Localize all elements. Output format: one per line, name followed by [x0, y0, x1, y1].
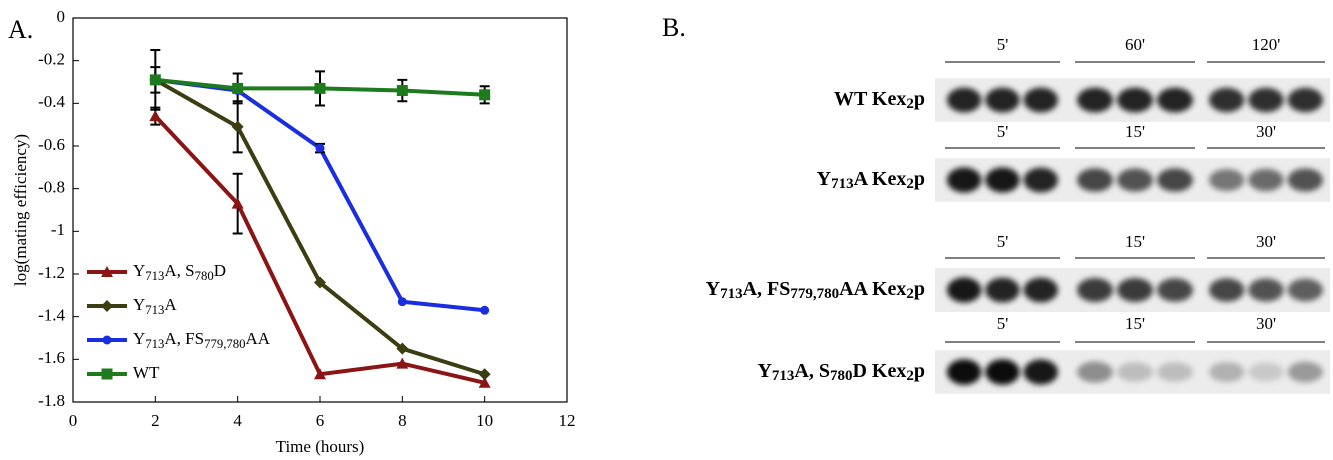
x-axis-label: Time (hours)	[276, 437, 365, 456]
marker	[316, 144, 325, 153]
y-tick-label: -1.8	[38, 391, 65, 410]
figure: A. B. Time (hours) log(mating efficiency…	[0, 0, 1333, 460]
marker	[102, 369, 113, 380]
band	[1024, 359, 1059, 384]
band	[947, 359, 982, 385]
band	[1248, 88, 1283, 112]
y-tick-label: -1.6	[38, 348, 65, 367]
time-label: 5'	[997, 314, 1009, 333]
row-label: Y713A, FS779,780AA Kex2p	[706, 278, 925, 303]
marker	[150, 74, 161, 85]
legend-label: Y713A	[133, 295, 177, 317]
time-label: 15'	[1125, 314, 1145, 333]
marker	[479, 368, 491, 380]
time-label: 30'	[1256, 122, 1276, 141]
time-label: 15'	[1125, 122, 1145, 141]
band	[985, 167, 1020, 192]
band	[1024, 278, 1059, 303]
marker	[397, 85, 408, 96]
band	[1077, 278, 1113, 302]
band	[1288, 88, 1323, 112]
time-label: 120'	[1252, 35, 1281, 54]
band	[985, 278, 1020, 303]
marker	[103, 336, 112, 345]
time-label: 5'	[997, 232, 1009, 251]
marker	[479, 89, 490, 100]
band	[1157, 278, 1193, 302]
band	[1117, 362, 1153, 382]
band	[1209, 278, 1244, 302]
band	[947, 167, 982, 192]
y-tick-label: -0.2	[38, 50, 65, 69]
legend-label: Y713A, S780D	[133, 261, 226, 283]
x-tick-label: 6	[316, 411, 325, 430]
band	[1024, 88, 1059, 113]
band	[1209, 169, 1244, 191]
series-line	[155, 80, 484, 374]
y-axis-label: log(mating efficiency)	[11, 134, 30, 286]
band	[1248, 362, 1283, 381]
band	[947, 88, 982, 113]
legend-label: WT	[133, 363, 160, 382]
time-label: 30'	[1256, 232, 1276, 251]
marker	[315, 83, 326, 94]
legend-label: Y713A, FS779,780AA	[133, 329, 271, 351]
time-label: 60'	[1125, 35, 1145, 54]
time-label: 30'	[1256, 314, 1276, 333]
bands	[947, 167, 1323, 192]
band	[985, 359, 1020, 385]
row-label: WT Kex2p	[834, 88, 925, 113]
panel-label: A.	[8, 15, 33, 44]
marker	[149, 110, 161, 121]
marker	[232, 83, 243, 94]
band	[1157, 168, 1193, 192]
band	[1157, 362, 1193, 382]
x-tick-label: 2	[151, 411, 160, 430]
band	[1117, 278, 1153, 302]
band	[1077, 168, 1113, 192]
x-tick-label: 0	[69, 411, 78, 430]
y-tick-label: -0.8	[38, 178, 65, 197]
panel-label: B.	[662, 13, 686, 42]
x-tick-label: 8	[398, 411, 407, 430]
band	[1248, 278, 1283, 301]
bands	[947, 277, 1323, 302]
band	[1288, 279, 1323, 302]
marker	[101, 300, 113, 312]
row-label: Y713A, S780D Kex2p	[757, 360, 925, 385]
band	[1288, 362, 1323, 383]
x-tick-label: 4	[233, 411, 242, 430]
marker	[480, 306, 489, 315]
band	[947, 277, 982, 302]
y-tick-label: -1.4	[38, 306, 65, 325]
y-tick-label: -1	[51, 220, 65, 239]
band	[1157, 88, 1193, 113]
bands	[947, 359, 1323, 385]
bands	[947, 88, 1323, 113]
band	[1077, 361, 1113, 382]
band	[1117, 168, 1153, 191]
band	[1209, 88, 1244, 112]
marker	[398, 297, 407, 306]
y-tick-label: -1.2	[38, 263, 65, 282]
time-label: 15'	[1125, 232, 1145, 251]
band	[1248, 169, 1283, 191]
band	[1117, 88, 1153, 113]
band	[1024, 168, 1059, 193]
time-label: 5'	[997, 122, 1009, 141]
band	[1288, 168, 1323, 191]
band	[985, 88, 1020, 113]
y-tick-label: -0.4	[38, 92, 65, 111]
row-label: Y713A Kex2p	[817, 168, 925, 193]
y-tick-label: -0.6	[38, 135, 65, 154]
band	[1209, 362, 1244, 382]
time-label: 5'	[997, 35, 1009, 54]
y-tick-label: 0	[57, 7, 66, 26]
x-tick-label: 10	[476, 411, 493, 430]
x-tick-label: 12	[559, 411, 576, 430]
band	[1077, 88, 1113, 113]
